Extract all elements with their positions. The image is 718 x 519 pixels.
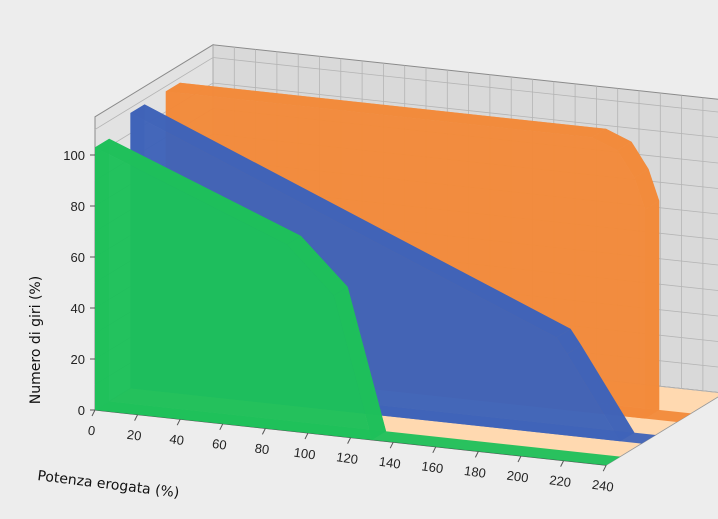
x-tick-mark: [560, 460, 565, 467]
series-1-edge: [617, 141, 649, 178]
x-tick-label: 240: [591, 477, 615, 495]
series-3-front-face: [95, 147, 372, 440]
series-1-edge: [165, 82, 607, 138]
x-tick-mark: [261, 428, 266, 435]
series-2-edge: [567, 345, 635, 442]
x-tick-label: 160: [421, 458, 445, 476]
x-tick-mark: [602, 464, 607, 472]
x-tick-mark: [304, 432, 309, 440]
series-2-edge: [556, 328, 582, 354]
series-3-edge: [286, 235, 348, 296]
y-tick-label: 80: [71, 199, 85, 214]
y-tick-label: 20: [71, 352, 85, 367]
y-tick-label: 60: [71, 250, 85, 265]
x-tick-mark: [91, 409, 96, 417]
x-tick-mark: [347, 437, 352, 444]
series-2-edge: [130, 104, 571, 338]
series-1-edge: [634, 169, 660, 210]
x-tick-label: 40: [169, 431, 185, 448]
x-tick-label: 140: [378, 454, 402, 472]
series-1-edge: [591, 128, 632, 151]
x-tick-mark: [517, 455, 522, 463]
series-3-area: [95, 138, 621, 466]
x-tick-mark: [432, 446, 437, 454]
x-tick-label: 60: [211, 436, 227, 453]
chart-tick-labels: 0 20 40 60 80 100 0 20 40 60 80 100 120 140 160 180 200 2…: [63, 148, 614, 495]
series-3-edge: [333, 286, 387, 440]
x-tick-label: 0: [87, 423, 96, 439]
x-tick-label: 220: [548, 472, 572, 490]
x-tick-mark: [134, 414, 139, 421]
x-tick-mark: [474, 451, 479, 458]
y-tick-label: 100: [63, 148, 85, 163]
x-tick-mark: [219, 423, 224, 431]
x-tick-mark: [389, 441, 394, 449]
chart-series-group: [95, 82, 692, 466]
x-tick-label: 80: [254, 441, 270, 458]
x-tick-label: 20: [126, 427, 142, 444]
series-3-edge: [95, 138, 301, 245]
y-axis-label: Numero di giri (%): [28, 276, 44, 404]
x-tick-label: 180: [463, 463, 487, 481]
y-tick-label: 0: [78, 403, 85, 418]
x-tick-label: 100: [293, 445, 317, 463]
x-axis-label: Potenza erogata (%): [37, 468, 181, 501]
x-tick-label: 120: [335, 449, 359, 467]
y-tick-label: 40: [71, 301, 85, 316]
x-tick-label: 200: [506, 468, 530, 486]
series-1-edge: [645, 200, 660, 419]
x-tick-mark: [176, 418, 181, 426]
